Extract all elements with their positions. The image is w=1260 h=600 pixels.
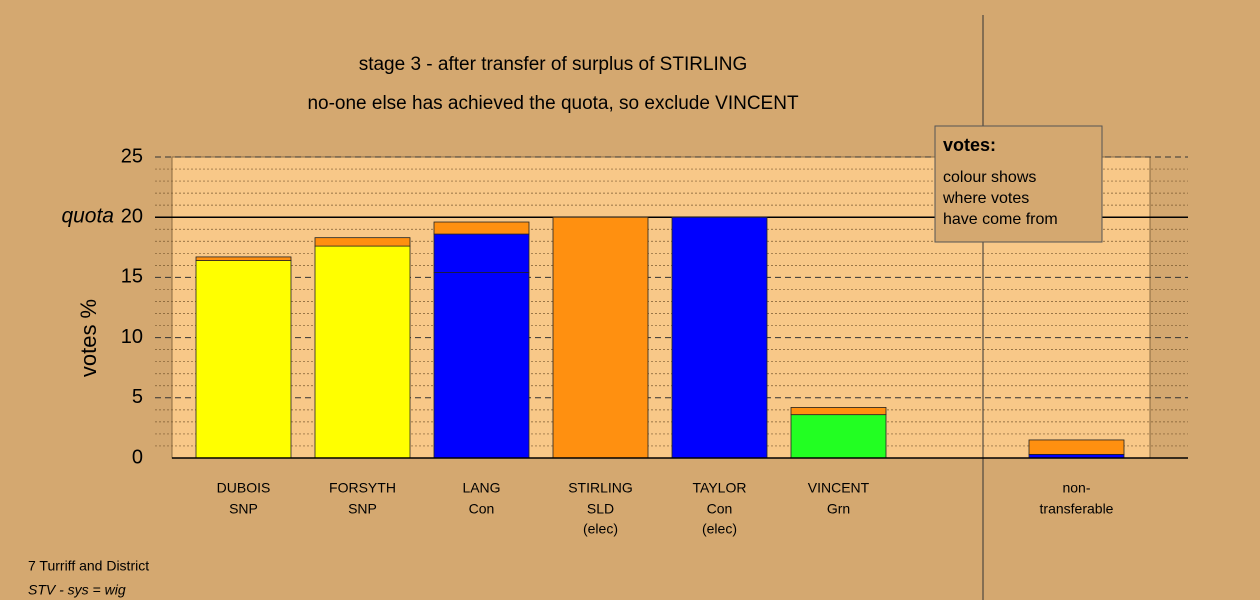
bar-segment [195, 260, 292, 459]
bar-segment [433, 233, 530, 273]
bar-segment [314, 245, 411, 459]
bar-segment [433, 221, 530, 235]
x-tick-label: non- [1062, 480, 1090, 496]
x-tick-label: LANG [462, 480, 500, 496]
x-tick-label: FORSYTH [329, 480, 396, 496]
chart-subtitle: no-one else has achieved the quota, so e… [307, 93, 799, 114]
bar-segment [433, 272, 530, 459]
footer-text: 7 Turriff and District [28, 558, 149, 574]
x-tick-label: TAYLOR [693, 480, 747, 496]
legend-title: votes: [943, 135, 996, 155]
x-tick-sublabel: SNP [348, 501, 377, 517]
x-tick-label: DUBOIS [217, 480, 271, 496]
x-tick-label: VINCENT [808, 480, 870, 496]
y-tick-label: 25 [121, 145, 143, 167]
bar-segment [314, 237, 411, 247]
bar-segment [552, 216, 649, 459]
y-tick-label: 10 [121, 326, 143, 348]
y-tick-label: 0 [132, 446, 143, 468]
legend-text: have come from [943, 211, 1058, 228]
x-tick-sublabel: SLD [587, 501, 614, 517]
footer-text: STV - sys = wig [28, 582, 126, 598]
x-tick-sublabel: Con [469, 501, 495, 517]
bar-segment [195, 256, 292, 261]
x-tick-note: (elec) [702, 521, 737, 537]
y-tick-label: 20 [121, 205, 143, 227]
bar-segment [671, 216, 768, 459]
x-tick-sublabel: Con [707, 501, 733, 517]
x-tick-sublabel: transferable [1040, 501, 1114, 517]
y-tick-label: 5 [132, 386, 143, 408]
bar-segment [790, 414, 887, 459]
x-tick-label: STIRLING [568, 480, 633, 496]
legend-box [934, 125, 1103, 243]
legend-text: where votes [942, 190, 1029, 207]
bar-segment [790, 407, 887, 416]
x-tick-note: (elec) [583, 521, 618, 537]
y-axis-label: votes % [76, 299, 101, 377]
y-tick-label: 15 [121, 266, 143, 288]
quota-label: quota [61, 205, 114, 228]
chart-title: stage 3 - after transfer of surplus of S… [359, 54, 748, 75]
x-tick-sublabel: Grn [827, 501, 850, 517]
bar-segment [1028, 439, 1125, 455]
legend-text: colour shows [943, 169, 1036, 186]
x-tick-sublabel: SNP [229, 501, 258, 517]
